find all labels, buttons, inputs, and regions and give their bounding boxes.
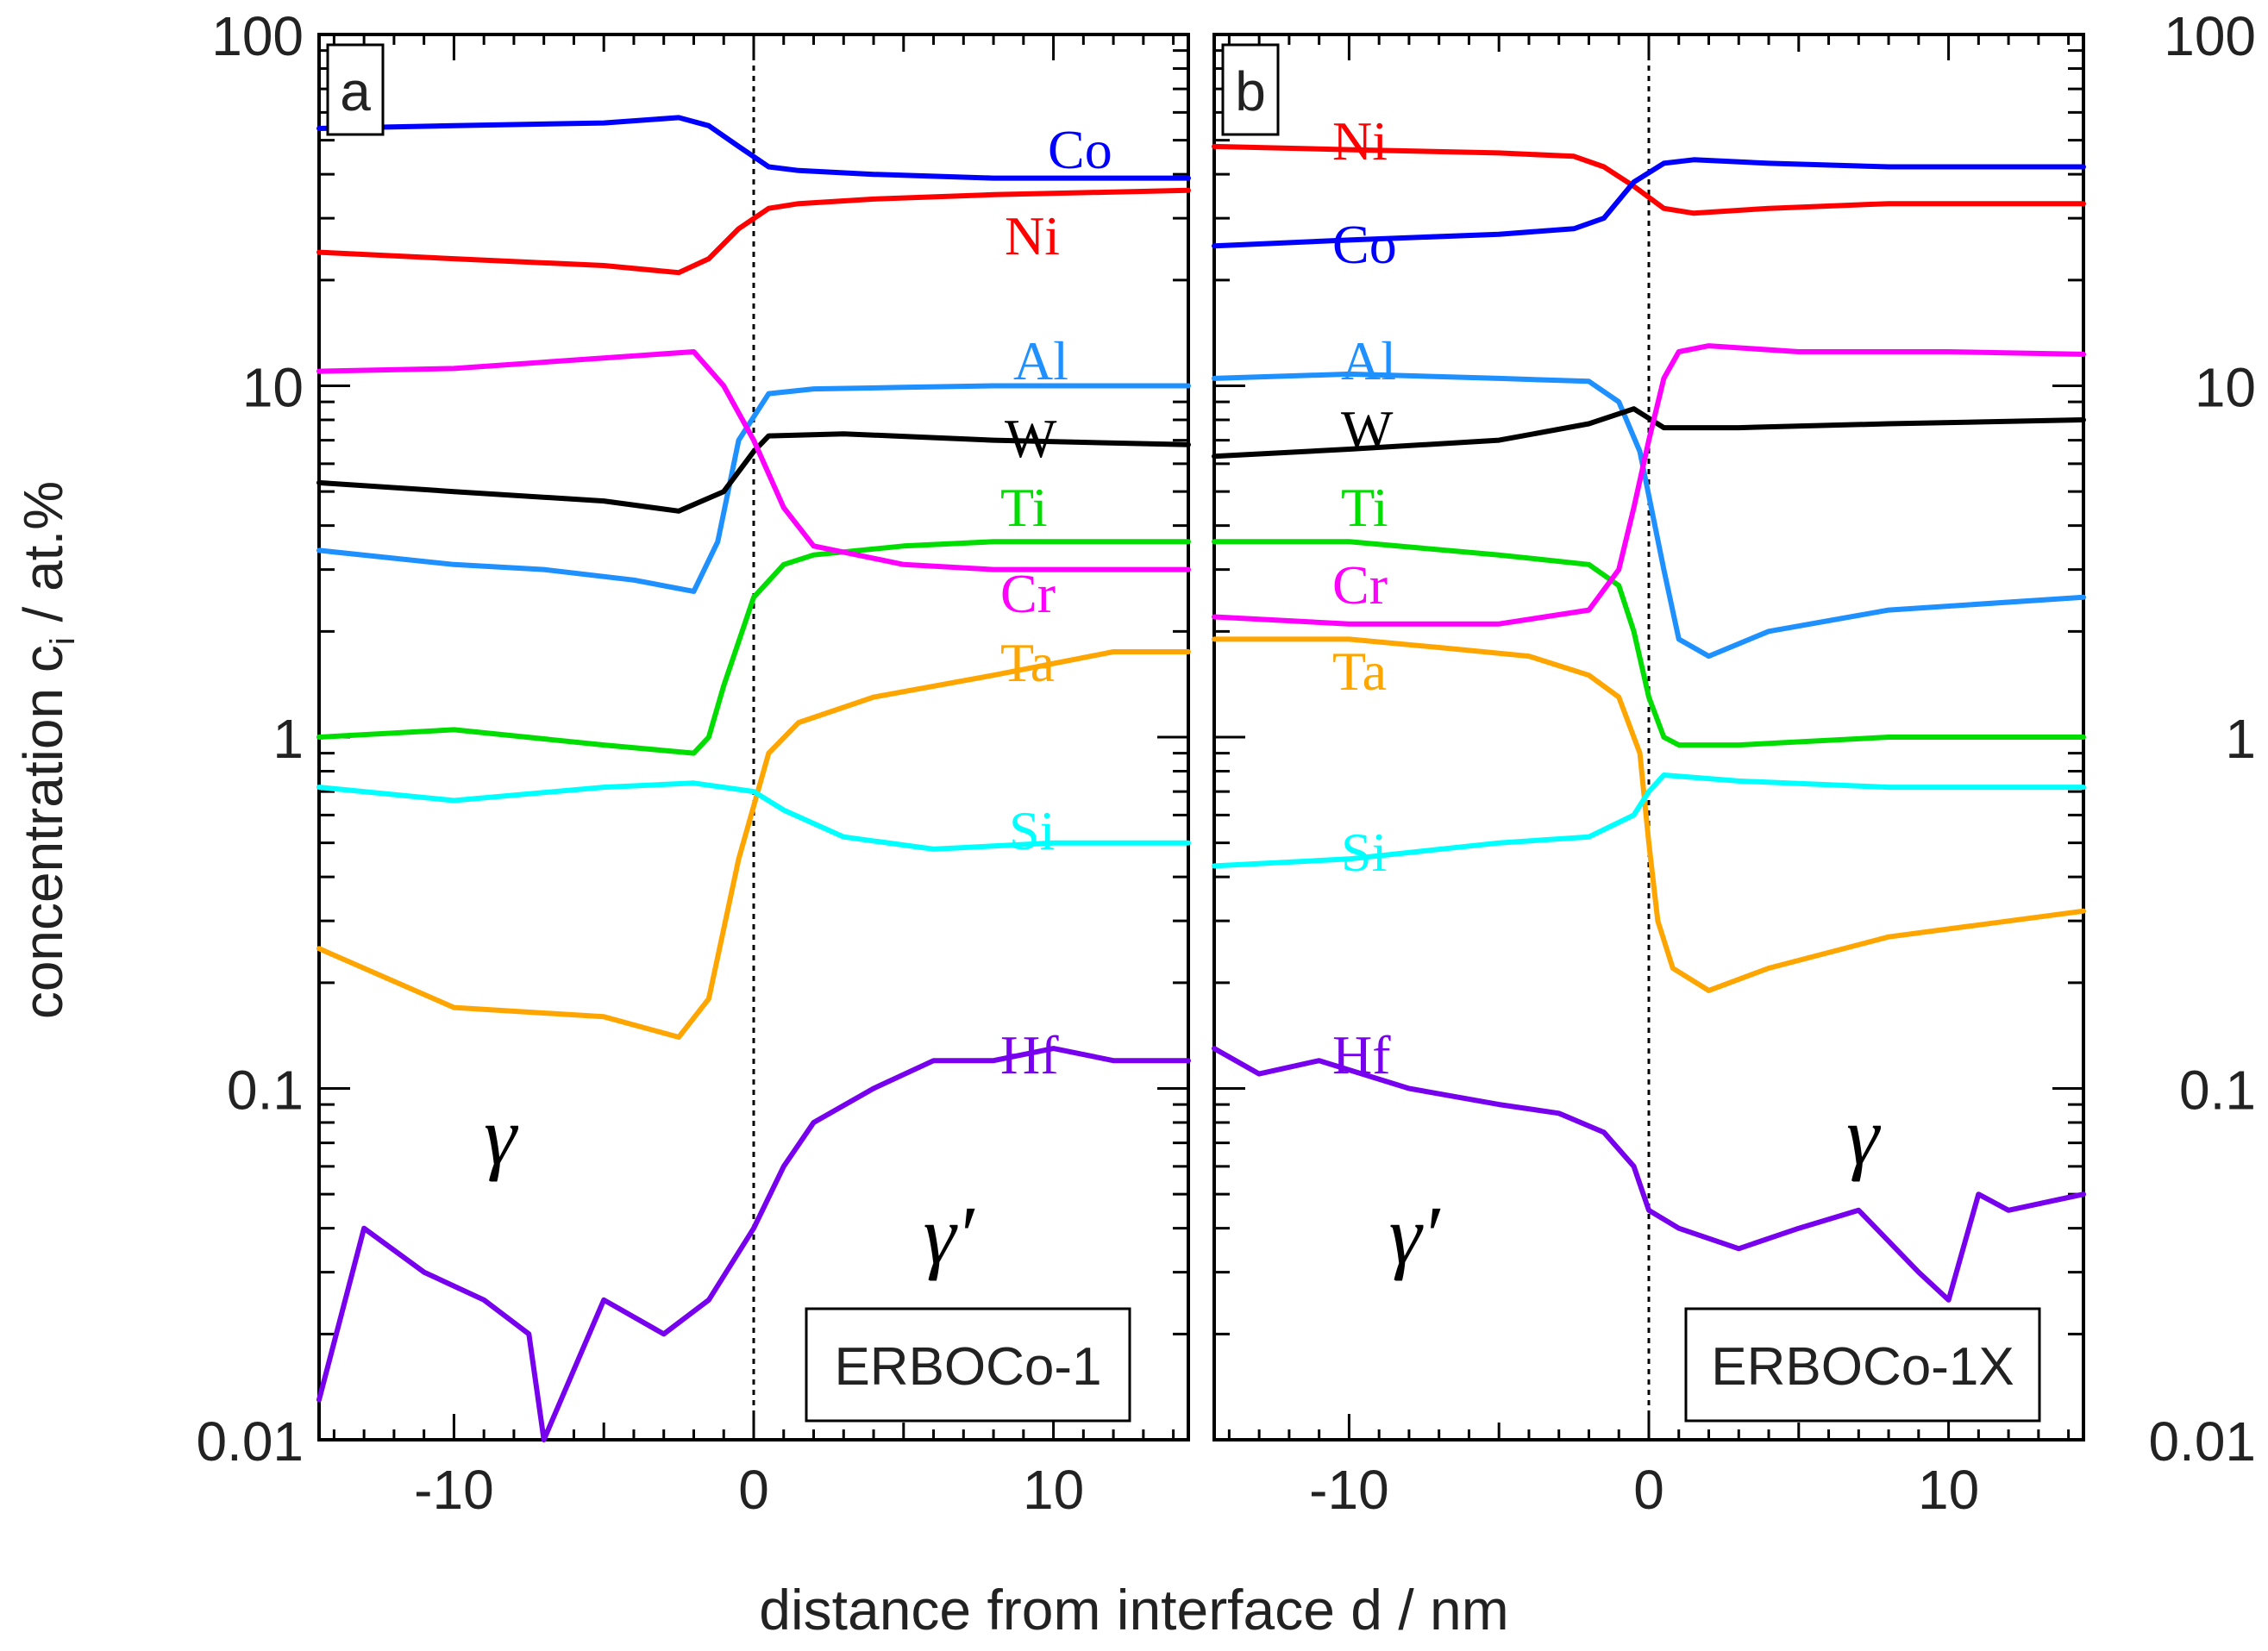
series-label-si: Si xyxy=(1009,800,1055,861)
panel-label: b xyxy=(1235,60,1266,122)
series-line-co xyxy=(316,115,1191,181)
phase-label-left: γ xyxy=(484,1090,518,1182)
series-label-cr: Cr xyxy=(1000,563,1056,624)
series-label-si: Si xyxy=(1341,822,1387,883)
series-line-ti xyxy=(316,539,1191,756)
series-line-hf xyxy=(316,1046,1191,1442)
y-tick-label: 1 xyxy=(2225,708,2256,770)
y-tick-label: 0.1 xyxy=(2179,1060,2256,1122)
series-line-al xyxy=(316,383,1191,594)
series-line-w xyxy=(1212,406,2086,460)
series-line-ta xyxy=(316,649,1191,1040)
series-label-cr: Cr xyxy=(1332,554,1388,616)
series-label-ta: Ta xyxy=(1000,632,1055,693)
y-tick-label: 100 xyxy=(2164,5,2256,67)
y-tick-label: 1 xyxy=(273,708,304,770)
series-line-ni xyxy=(316,187,1191,276)
alloy-name: ERBOCo-1X xyxy=(1711,1337,2014,1397)
phase-label-right: γ′ xyxy=(924,1189,976,1281)
y-tick-label: 10 xyxy=(242,357,304,419)
alloy-name: ERBOCo-1 xyxy=(834,1337,1101,1397)
series-label-al: Al xyxy=(1013,330,1068,391)
series-label-ni: Ni xyxy=(1005,205,1060,266)
series-line-si xyxy=(1212,772,2086,869)
series-line-hf xyxy=(1212,1046,2086,1303)
x-tick-label: 0 xyxy=(1633,1459,1664,1521)
series-label-co: Co xyxy=(1332,214,1397,275)
series-label-hf: Hf xyxy=(1000,1024,1059,1085)
series-label-ti: Ti xyxy=(1341,477,1388,538)
phase-label-right: γ xyxy=(1846,1090,1881,1182)
y-axis-label: concentration ci / at.% xyxy=(12,481,82,1019)
x-tick-label: 0 xyxy=(738,1459,769,1521)
series-label-co: Co xyxy=(1048,119,1112,180)
series-label-ti: Ti xyxy=(1000,477,1048,538)
x-tick-label: 10 xyxy=(1918,1459,1979,1521)
panel-label-box xyxy=(1221,43,1280,136)
x-tick-label: 10 xyxy=(1023,1459,1084,1521)
series-label-hf: Hf xyxy=(1332,1024,1391,1085)
x-tick-label: -10 xyxy=(414,1459,494,1521)
alloy-name-box xyxy=(1684,1307,2041,1423)
panel-b: -10 0 10 0.01 0.1 1 10 100 Ni Co Al W Ti Cr Ta Si Hf b ERB… xyxy=(1212,5,2256,1521)
panel-a: -10 0 10 0.01 0.1 1 10 100 Co Ni Al W Ti Cr Ta Si Hf a ERB… xyxy=(196,5,1191,1521)
series-label-ni: Ni xyxy=(1332,110,1388,172)
series-line-al xyxy=(1212,371,2086,660)
series-label-al: Al xyxy=(1341,330,1396,391)
series-line-si xyxy=(316,780,1191,852)
y-tick-label: 0.01 xyxy=(2148,1410,2256,1473)
series-label-ta: Ta xyxy=(1332,641,1387,702)
y-tick-label: 0.1 xyxy=(227,1060,304,1122)
y-tick-label: 100 xyxy=(211,5,304,67)
x-tick-label: -10 xyxy=(1309,1459,1389,1521)
phase-label-left: γ′ xyxy=(1389,1189,1442,1281)
y-tick-label: 10 xyxy=(2195,357,2256,419)
x-axis-label: distance from interface d / nm xyxy=(759,1578,1508,1642)
series-line-ni xyxy=(1212,143,2086,216)
series-line-cr xyxy=(316,349,1191,572)
panel-label: a xyxy=(340,60,371,122)
series-line-co xyxy=(1212,157,2086,249)
series-line-w xyxy=(316,431,1191,514)
panel-label-box xyxy=(326,43,385,136)
series-line-cr xyxy=(1212,343,2086,627)
series-label-w: W xyxy=(1341,399,1394,460)
series-label-w: W xyxy=(1005,408,1057,469)
series-line-ti xyxy=(1212,539,2086,748)
y-tick-label: 0.01 xyxy=(196,1410,304,1473)
alloy-name-box xyxy=(805,1307,1131,1423)
shared-axes-text: concentration ci / at.% distance from in… xyxy=(12,481,1509,1642)
